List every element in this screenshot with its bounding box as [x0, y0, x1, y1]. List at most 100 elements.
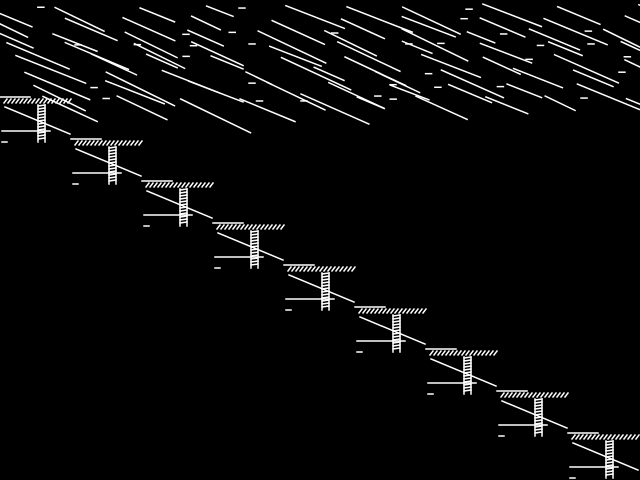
motif-rung [534, 398, 543, 401]
motif-rung [321, 293, 330, 296]
motif-rung [250, 245, 259, 248]
streak [190, 40, 245, 67]
motif-hatch [14, 97, 21, 105]
motif-rung [179, 221, 188, 224]
motif-rung [605, 467, 614, 470]
motif-hatch [73, 139, 80, 147]
motif-rung [392, 335, 401, 338]
motif-hatch [62, 97, 69, 105]
motif-rung [37, 137, 46, 140]
motif-hatch [606, 433, 613, 441]
motif-hatch [310, 265, 317, 273]
streak [356, 96, 386, 110]
motif-hatch [346, 265, 353, 273]
streak [374, 70, 421, 94]
motif-hatch [492, 349, 499, 357]
motif-rung [179, 206, 188, 209]
motif-rung [534, 401, 543, 404]
motif-rung [321, 299, 330, 302]
motif [212, 222, 286, 269]
motif-hatch [342, 265, 349, 273]
motif-hatch [598, 433, 605, 441]
motif-rung [179, 197, 188, 200]
motif-hatch [176, 181, 183, 189]
streak [105, 71, 176, 107]
motif-rung [392, 341, 401, 344]
streak [512, 67, 564, 89]
motif-hatch [26, 97, 33, 105]
motif-rung [108, 161, 117, 164]
motif-hatch [223, 223, 230, 231]
motif-hatch [42, 97, 49, 105]
streak [624, 58, 640, 68]
motif-hatch [417, 307, 424, 315]
motif-rung [37, 134, 46, 137]
motif-hatch [314, 265, 321, 273]
motif-rung [605, 473, 614, 476]
motif-hatch [148, 181, 155, 189]
streak [0, 23, 29, 39]
motif-rung [179, 200, 188, 203]
motif-hatch [393, 307, 400, 315]
motif-rung [250, 263, 259, 266]
streak [401, 40, 433, 55]
streak [447, 83, 493, 104]
motif-hatch [634, 433, 640, 441]
motif-rung [534, 404, 543, 407]
motif-rung [605, 455, 614, 458]
streak [179, 97, 252, 134]
motif-rung [179, 215, 188, 218]
streak [401, 15, 457, 38]
motif-hatch [160, 181, 167, 189]
motif-hatch [164, 181, 171, 189]
motif-rung [321, 290, 330, 293]
motif-hatch [484, 349, 491, 357]
motif-rung [605, 440, 614, 443]
motif-hatch [97, 139, 104, 147]
motif-hatch [152, 181, 159, 189]
motif-hatch [460, 349, 467, 357]
motif-hatch [77, 139, 84, 147]
motif-rung [321, 278, 330, 281]
motif-hatch [448, 349, 455, 357]
motif-rung [392, 317, 401, 320]
streak [313, 66, 345, 82]
motif-hatch [590, 433, 597, 441]
motif-hatch [279, 223, 286, 231]
streak [190, 15, 222, 31]
motif-hatch [180, 181, 187, 189]
motif-rung [250, 248, 259, 251]
motif-hatch [239, 223, 246, 231]
streak [284, 4, 346, 30]
motif-hatch [421, 307, 428, 315]
motif-rung [321, 305, 330, 308]
motif-hatch [570, 433, 577, 441]
motif-rung [605, 461, 614, 464]
motif-rung [108, 167, 117, 170]
motif-hatch [543, 391, 550, 399]
streak [544, 95, 577, 112]
motif-hatch [539, 391, 546, 399]
motif-hatch [602, 433, 609, 441]
streak [420, 53, 482, 79]
motif-hatch [369, 307, 376, 315]
motif-hatch [519, 391, 526, 399]
motif-rung [37, 104, 46, 107]
motif-hatch [507, 391, 514, 399]
motif-hatch [464, 349, 471, 357]
motif-rung [108, 170, 117, 173]
motif-chain [0, 96, 640, 479]
motif-hatch [58, 97, 65, 105]
motif [354, 306, 428, 353]
motif-hatch [137, 139, 144, 147]
motif-rung [463, 362, 472, 365]
motif-hatch [105, 139, 112, 147]
motif-hatch [468, 349, 475, 357]
streak [271, 19, 326, 46]
motif-rung [463, 389, 472, 392]
motif-rung [463, 386, 472, 389]
streak [266, 81, 326, 111]
streak [401, 6, 462, 36]
motif-rung [321, 275, 330, 278]
